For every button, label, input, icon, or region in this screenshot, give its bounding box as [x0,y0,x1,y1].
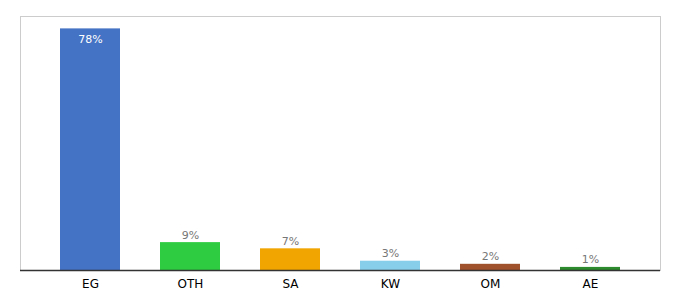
svg-text:KW: KW [381,277,400,291]
svg-text:1%: 1% [582,253,599,266]
svg-text:9%: 9% [182,229,199,242]
svg-text:2%: 2% [482,250,499,263]
svg-text:OM: OM [481,277,501,291]
svg-text:AE: AE [583,277,599,291]
svg-text:SA: SA [282,277,299,291]
svg-text:EG: EG [82,277,99,291]
svg-text:78%: 78% [78,33,102,46]
svg-text:3%: 3% [382,247,399,260]
svg-text:7%: 7% [282,235,299,248]
svg-text:OTH: OTH [178,277,204,291]
